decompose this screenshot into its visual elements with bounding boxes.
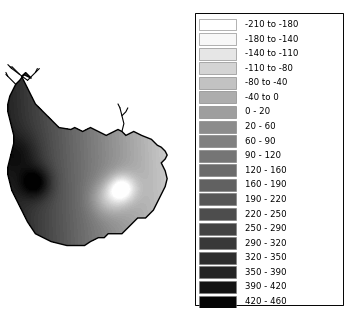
Bar	[199, 48, 236, 60]
Bar	[199, 193, 236, 205]
Text: -110 to -80: -110 to -80	[245, 64, 293, 73]
Bar	[199, 150, 236, 162]
Text: 350 - 390: 350 - 390	[245, 268, 286, 277]
Bar	[199, 135, 236, 147]
Text: 160 - 190: 160 - 190	[245, 180, 286, 190]
Bar	[199, 164, 236, 176]
Bar	[199, 33, 236, 45]
Text: -210 to -180: -210 to -180	[245, 20, 298, 29]
Bar	[199, 223, 236, 235]
Bar	[199, 179, 236, 191]
Text: 250 - 290: 250 - 290	[245, 224, 286, 233]
Text: 0 - 20: 0 - 20	[245, 107, 270, 116]
Bar	[199, 266, 236, 278]
Bar	[199, 121, 236, 133]
Bar	[199, 281, 236, 293]
Text: 420 - 460: 420 - 460	[245, 297, 286, 306]
Text: 190 - 220: 190 - 220	[245, 195, 286, 204]
Text: 60 - 90: 60 - 90	[245, 137, 275, 146]
Text: -80 to -40: -80 to -40	[245, 78, 287, 87]
Text: 120 - 160: 120 - 160	[245, 166, 286, 175]
Bar	[199, 208, 236, 220]
Bar	[199, 237, 236, 249]
Text: 320 - 350: 320 - 350	[245, 253, 286, 262]
Text: 220 - 250: 220 - 250	[245, 210, 286, 218]
Text: 290 - 320: 290 - 320	[245, 239, 286, 248]
Bar	[199, 77, 236, 89]
Bar	[199, 18, 236, 31]
Text: 390 - 420: 390 - 420	[245, 282, 286, 292]
Bar	[199, 62, 236, 74]
Text: -140 to -110: -140 to -110	[245, 49, 298, 58]
Text: 90 - 120: 90 - 120	[245, 151, 281, 160]
Bar	[199, 106, 236, 118]
Bar	[199, 295, 236, 308]
Text: -180 to -140: -180 to -140	[245, 35, 298, 44]
Bar	[199, 252, 236, 264]
Text: -40 to 0: -40 to 0	[245, 93, 278, 102]
Text: 20 - 60: 20 - 60	[245, 122, 275, 131]
Bar	[199, 91, 236, 103]
